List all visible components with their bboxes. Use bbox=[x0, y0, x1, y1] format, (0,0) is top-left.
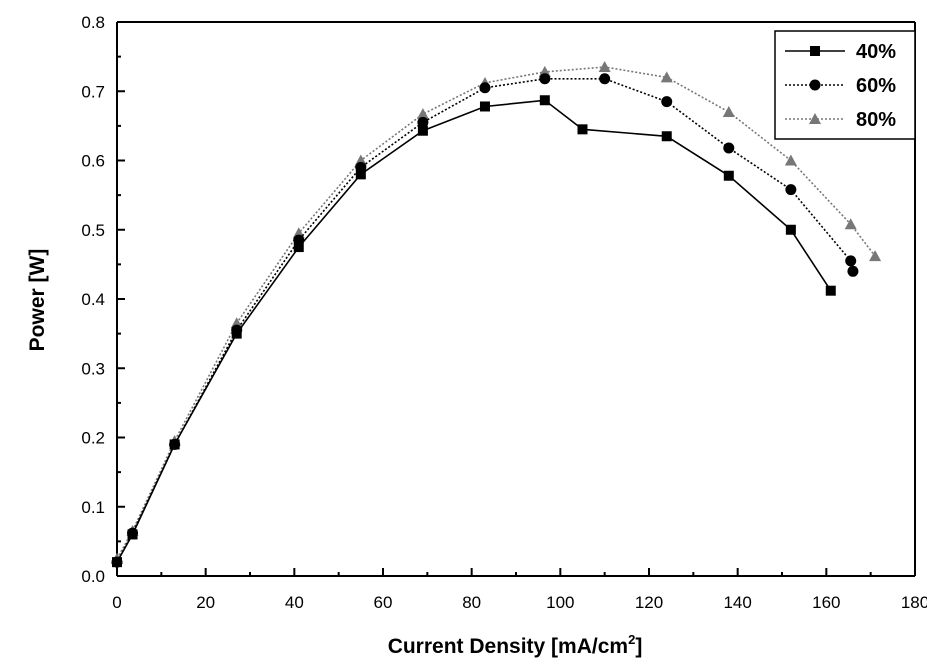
data-point bbox=[479, 101, 490, 112]
series-80pct bbox=[111, 61, 882, 564]
data-point bbox=[538, 65, 551, 77]
data-point bbox=[417, 116, 429, 128]
data-point bbox=[169, 439, 180, 450]
series-40pct bbox=[112, 95, 836, 568]
legend-marker bbox=[810, 46, 820, 56]
y-tick-label: 0.5 bbox=[81, 221, 105, 240]
legend-label: 40% bbox=[856, 41, 896, 63]
x-axis-title-superscript: 2 bbox=[628, 632, 635, 647]
data-point bbox=[661, 96, 673, 108]
data-point bbox=[479, 82, 491, 94]
x-axis-title-suffix: ] bbox=[635, 635, 642, 658]
legend-label: 80% bbox=[856, 109, 896, 131]
data-point bbox=[416, 108, 429, 120]
data-point bbox=[785, 184, 797, 196]
data-point bbox=[845, 255, 857, 267]
y-tick-label: 0.4 bbox=[81, 290, 105, 309]
x-axis-title-main: Current Density [mA/cm bbox=[388, 635, 628, 658]
data-point bbox=[847, 265, 859, 277]
data-point bbox=[599, 73, 611, 85]
y-tick-label: 0.8 bbox=[81, 13, 105, 32]
data-point bbox=[417, 125, 428, 136]
data-point bbox=[127, 529, 138, 540]
legend-marker bbox=[809, 113, 821, 124]
series-line bbox=[116, 99, 832, 563]
data-point bbox=[539, 95, 550, 106]
data-point bbox=[784, 154, 797, 166]
data-point bbox=[355, 169, 366, 180]
data-point bbox=[785, 224, 796, 235]
legend: 40% 60% 80% bbox=[774, 30, 916, 140]
legend-entry: 40% bbox=[785, 41, 896, 63]
x-tick-label: 0 bbox=[112, 593, 121, 612]
x-tick-label: 140 bbox=[723, 593, 751, 612]
x-tick-label: 120 bbox=[635, 593, 663, 612]
data-point bbox=[660, 71, 673, 83]
y-tick-label: 0.3 bbox=[81, 359, 105, 378]
data-point bbox=[293, 242, 304, 253]
y-tick-label: 0.6 bbox=[81, 152, 105, 171]
x-tick-label: 80 bbox=[462, 593, 481, 612]
series-line bbox=[116, 66, 876, 560]
y-tick-label: 0.7 bbox=[81, 82, 105, 101]
x-tick-label: 160 bbox=[812, 593, 840, 612]
legend-entry: 80% bbox=[785, 109, 896, 131]
x-tick-label: 180 bbox=[901, 593, 927, 612]
series-60pct bbox=[111, 73, 859, 568]
y-axis-title: Power [W] bbox=[26, 249, 49, 352]
legend-marker bbox=[809, 79, 821, 91]
x-tick-label: 100 bbox=[546, 593, 574, 612]
data-point bbox=[722, 106, 735, 118]
series-layer bbox=[111, 61, 882, 568]
data-point bbox=[723, 142, 735, 154]
y-tick-label: 0.1 bbox=[81, 498, 105, 517]
legend-label: 60% bbox=[856, 75, 896, 97]
y-tick-label: 0.2 bbox=[81, 429, 105, 448]
data-point bbox=[231, 328, 242, 339]
x-axis-ticks: 0 20 40 60 80 100 120 140 160 180 bbox=[112, 568, 927, 612]
data-point bbox=[825, 285, 836, 296]
x-tick-label: 20 bbox=[196, 593, 215, 612]
data-point bbox=[354, 154, 367, 166]
data-point bbox=[577, 124, 588, 135]
data-point bbox=[539, 73, 551, 85]
data-point bbox=[292, 227, 305, 239]
data-point bbox=[844, 218, 857, 230]
data-point bbox=[598, 61, 611, 73]
data-point bbox=[723, 170, 734, 181]
x-tick-label: 60 bbox=[374, 593, 393, 612]
y-tick-label: 0.0 bbox=[81, 567, 105, 586]
series-line bbox=[116, 78, 854, 563]
x-tick-label: 40 bbox=[285, 593, 304, 612]
data-point bbox=[230, 317, 243, 329]
legend-entry: 60% bbox=[785, 75, 896, 97]
data-point bbox=[112, 557, 122, 568]
y-axis-ticks: 0.0 0.1 0.2 0.3 0.4 0.5 0.6 0.7 0.8 bbox=[81, 13, 125, 586]
data-point bbox=[869, 250, 882, 262]
data-point bbox=[661, 131, 672, 142]
x-axis-title: Current Density [mA/cm2] bbox=[388, 632, 643, 658]
